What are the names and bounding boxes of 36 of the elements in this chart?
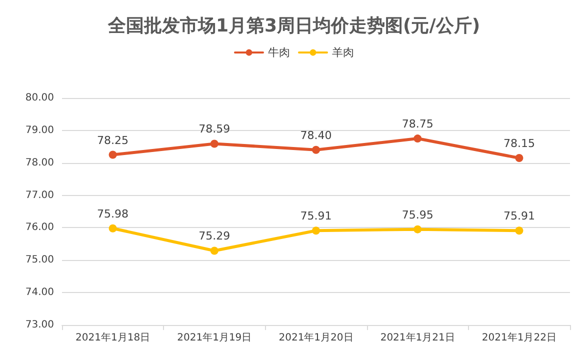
point	[414, 134, 422, 143]
y-tick-label: 75.00	[25, 254, 54, 266]
legend-label: 羊肉	[332, 46, 354, 59]
data-label: 78.25	[97, 134, 129, 147]
x-tick-label: 2021年1月21日	[380, 332, 455, 344]
data-label: 78.59	[198, 122, 230, 136]
data-label: 78.15	[503, 136, 535, 150]
point	[414, 225, 422, 234]
data-label: 75.91	[503, 210, 535, 223]
data-label: 75.29	[198, 230, 230, 243]
legend-label: 牛肉	[268, 46, 290, 59]
point	[515, 226, 524, 235]
x-tick-label: 2021年1月19日	[177, 332, 252, 344]
x-tick-label: 2021年1月20日	[278, 332, 354, 344]
point	[312, 226, 320, 235]
data-label: 75.98	[97, 207, 129, 220]
point	[210, 246, 218, 255]
y-tick-label: 80.00	[25, 92, 54, 104]
y-tick-label: 73.00	[25, 320, 54, 330]
y-tick-label: 76.00	[25, 222, 54, 234]
data-label: 78.40	[300, 128, 332, 142]
y-tick-label: 78.00	[25, 157, 54, 168]
data-label: 78.75	[402, 118, 434, 131]
data-label: 75.91	[300, 210, 332, 223]
data-label: 75.95	[402, 208, 434, 222]
point	[312, 146, 320, 154]
point	[108, 224, 117, 232]
y-tick-label: 77.00	[25, 190, 54, 201]
y-tick-label: 74.00	[25, 287, 54, 298]
x-tick-label: 2021年1月22日	[482, 332, 556, 344]
point	[515, 154, 524, 162]
point	[210, 140, 218, 148]
y-tick-label: 79.00	[25, 124, 54, 136]
point	[108, 150, 117, 159]
chart-title: 全国批发市场1月第3周日均价走势图(元/公斤)	[106, 16, 480, 36]
x-tick-label: 2021年1月18日	[76, 332, 150, 344]
